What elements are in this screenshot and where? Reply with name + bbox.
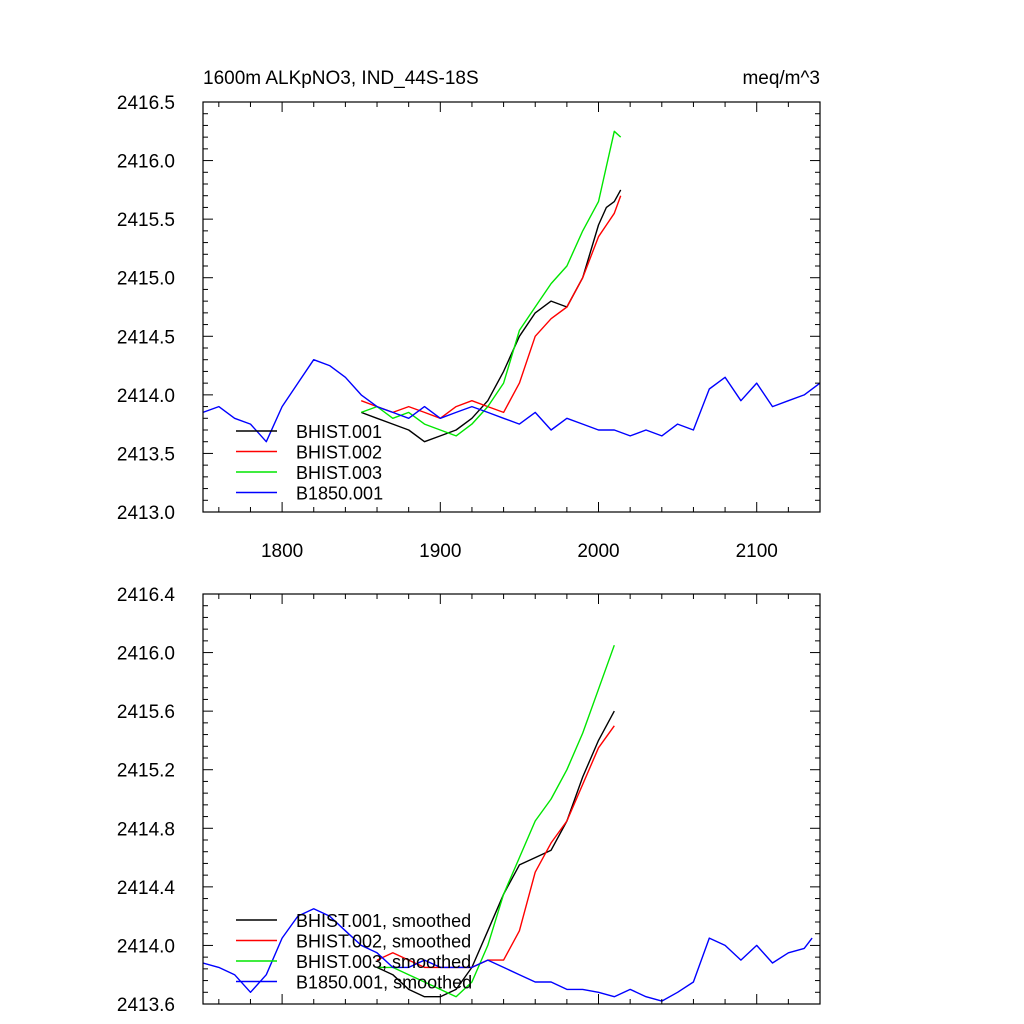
y-tick-label: 2415.5 (117, 210, 175, 231)
legend-label-1: BHIST.002, smoothed (296, 932, 471, 952)
series-line-1 (360, 195, 622, 419)
chart-title: 1600m ALKpNO3, IND_44S-18S (203, 68, 479, 89)
legend-label-0: BHIST.001 (296, 422, 382, 442)
bottom-panel: 2413.6 2414.0 2414.4 2414.8 2415.2 2415.6 2416… (117, 585, 821, 1016)
y-tick-label: 2414.5 (117, 327, 175, 348)
legend-label-1: BHIST.002 (296, 443, 382, 463)
series-group (203, 130, 820, 443)
x-tick-label: 2100 (736, 541, 778, 562)
y-tick-label: 2415.2 (117, 761, 175, 782)
x-tick-label: 2000 (577, 541, 619, 562)
y-tick-label: 2414.0 (117, 936, 175, 957)
units-label: meq/m^3 (742, 68, 820, 89)
y-tick-label: 2416.5 (117, 93, 175, 114)
y-tick-label: 2413.5 (117, 444, 175, 465)
y-tick-label: 2415.0 (117, 269, 175, 290)
series-line-3 (203, 908, 813, 1002)
legend-label-2: BHIST.003, smoothed (296, 952, 471, 972)
y-tick-label: 2414.8 (117, 819, 175, 840)
y-tick-label: 2415.6 (117, 702, 175, 723)
y-tick-label: 2414.0 (117, 386, 175, 407)
plot-frame (202, 101, 821, 513)
series-line-0 (376, 710, 615, 998)
plot-frame (202, 593, 821, 1005)
top-panel: 1600m ALKpNO3, IND_44S-18S meq/m^3 2413.… (117, 68, 821, 562)
y-tick-label: 2416.4 (117, 585, 176, 606)
series-line-3 (203, 359, 820, 443)
y-tick-label: 2413.0 (117, 503, 175, 524)
y-tick-label: 2416.0 (117, 644, 175, 665)
series-line-0 (360, 189, 622, 443)
series-group (203, 644, 813, 1002)
series-line-2 (360, 130, 622, 437)
y-tick-label: 2413.6 (117, 995, 175, 1016)
legend-label-3: B1850.001 (296, 484, 383, 504)
series-line-2 (377, 644, 615, 998)
x-tick-label: 1900 (419, 541, 461, 562)
legend-label-0: BHIST.001, smoothed (296, 911, 471, 931)
y-tick-label: 2416.0 (117, 152, 175, 173)
legend-label-2: BHIST.003 (296, 463, 382, 483)
y-tick-label: 2414.4 (117, 878, 176, 899)
x-tick-label: 1800 (261, 541, 303, 562)
legend-label-3: B1850.001, smoothed (296, 973, 472, 993)
